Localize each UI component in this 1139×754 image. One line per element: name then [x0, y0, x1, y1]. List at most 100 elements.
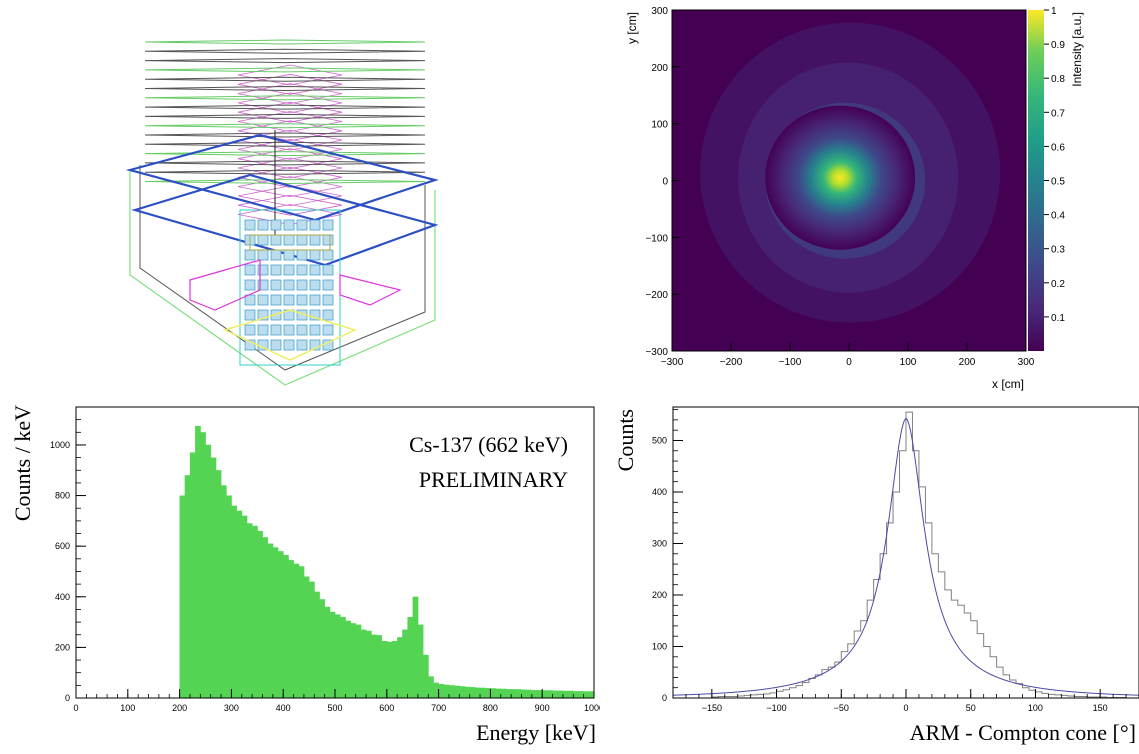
heatmap-y-axis-title: y [cm] [625, 12, 639, 44]
spectrum-bar [407, 616, 414, 699]
arm-y-tick-label: 0 [662, 693, 667, 703]
spectrum-bar [573, 691, 579, 699]
spectrum-bar [210, 457, 217, 699]
arm-y-tick-label: 300 [652, 538, 667, 548]
image-reconstruction-panel: −300 −200 −100 0 100 200 300 −300 −200 −100 0 100 20… [600, 0, 1139, 395]
colorbar-tick-label: 0.4 [1051, 211, 1065, 222]
spectrum-bar [552, 690, 559, 699]
spectrum-bar [495, 688, 502, 699]
spectrum-bar [542, 690, 548, 699]
spectrum-y-tick-label: 400 [55, 592, 70, 602]
outer-box-edge [129, 170, 436, 386]
arm-x-tick-label: 100 [1028, 703, 1043, 713]
spectrum-x-tick-label: 800 [483, 703, 498, 713]
colorbar-title: Intensity [a.u.] [1070, 12, 1084, 87]
spectrum-bar [215, 470, 222, 699]
colorbar-tick-label: 0.7 [1051, 108, 1065, 119]
spectrum-bar [231, 505, 237, 699]
spectrum-bar [283, 554, 289, 699]
spectrum-bar [469, 687, 476, 699]
spectrum-bar [257, 530, 263, 699]
spectrum-bar [246, 523, 253, 699]
spectrum-x-tick-label: 0 [73, 703, 78, 713]
tracker-layer [144, 123, 426, 129]
heatmap-x-tick-label: 100 [900, 357, 917, 368]
spectrum-bar [272, 547, 279, 699]
heatmap-chart: −300 −200 −100 0 100 200 300 −300 −200 −100 0 100 20… [625, 6, 1084, 391]
arm-fit-line [672, 417, 1139, 696]
heatmap-y-tick-label: −200 [645, 290, 668, 301]
spectrum-x-tick-label: 700 [431, 703, 446, 713]
tracker-layer [144, 141, 426, 147]
spectrum-bar [474, 687, 481, 699]
heatmap-x-axis-title: x [cm] [992, 377, 1024, 391]
colorbar [1028, 10, 1044, 351]
spectrum-bar [220, 485, 227, 699]
spectrum-bar [464, 686, 471, 699]
spectrum-bar [371, 634, 377, 699]
arm-histogram-line [673, 411, 1139, 699]
colorbar-tick-label: 0.3 [1051, 245, 1065, 256]
spectrum-bar [293, 563, 300, 699]
spectrum-bar [350, 623, 357, 699]
spectrum-bar [345, 620, 351, 699]
spectrum-bar [588, 691, 595, 699]
heatmap-y-tick-label: 100 [651, 120, 668, 131]
spectrum-y-tick-label: 200 [55, 642, 70, 652]
tracker-layer [144, 39, 426, 45]
heatmap-y-tick-label: −300 [645, 347, 668, 358]
spectrum-bar [195, 425, 201, 699]
spectrum-bar [526, 689, 533, 699]
spectrum-bar [252, 525, 258, 699]
spectrum-bar [583, 691, 590, 699]
tracker-layer [144, 104, 426, 110]
heatmap-x-tick-label: 300 [1018, 357, 1035, 368]
heatmap-x-tick-label: −300 [661, 357, 684, 368]
energy-spectrum-chart: 0 100 200 300 400 500 600 700 800 900 1000 0 200 400 6… [10, 405, 604, 745]
spectrum-bar [309, 581, 315, 699]
spectrum-bar [536, 690, 543, 699]
colorbar-tick-label: 0.1 [1051, 313, 1065, 324]
spectrum-bar [334, 614, 341, 699]
heatmap-peak [765, 105, 916, 250]
spectrum-x-tick-label: 400 [276, 703, 291, 713]
heatmap-y-tick-label: 0 [662, 177, 668, 188]
spectrum-annotation-source: Cs-137 (662 keV) [409, 432, 568, 457]
colorbar-tick-label: 0.8 [1051, 74, 1065, 85]
spectrum-bar [438, 683, 445, 699]
arm-x-tick-label: −150 [702, 703, 722, 713]
spectrum-bar [490, 688, 496, 699]
heatmap-x-tick-label: −100 [779, 357, 802, 368]
spectrum-x-axis-title: Energy [keV] [476, 720, 596, 745]
tracker-layer [144, 67, 426, 73]
spectrum-annotation-preliminary: PRELIMINARY [419, 467, 568, 492]
spectrum-bar [547, 690, 553, 699]
energy-spectrum-panel: 0 100 200 300 400 500 600 700 800 900 1000 0 200 400 6… [0, 395, 604, 749]
spectrum-bar [578, 691, 585, 699]
spectrum-bar [397, 637, 403, 699]
spectrum-bar [200, 432, 206, 699]
colorbar-tick-label: 0.2 [1051, 279, 1065, 290]
colorbar-tick-label: 0.9 [1051, 40, 1065, 51]
spectrum-bar [459, 686, 465, 699]
tracker-layer [144, 95, 426, 101]
spectrum-bar [355, 624, 362, 699]
spectrum-bar [241, 515, 248, 699]
arm-y-tick-label: 400 [652, 487, 667, 497]
spectrum-bar [329, 611, 336, 699]
spectrum-bar [236, 510, 243, 699]
tracker-layer [144, 58, 426, 64]
spectrum-bar [557, 690, 564, 699]
spectrum-bar [267, 543, 274, 699]
heatmap-intensity [700, 22, 1001, 323]
arm-chart: −150 −100 −50 0 50 100 150 0 100 200 300 400 500 ARM… [613, 406, 1139, 745]
spectrum-bar [433, 682, 440, 699]
arm-y-axis-title: Counts [613, 409, 638, 471]
tracker-layer [144, 132, 426, 138]
heatmap-x-tick-label: 0 [846, 357, 852, 368]
spectrum-bar [521, 689, 528, 699]
arm-y-tick-label: 200 [652, 590, 667, 600]
spectrum-x-tick-label: 1000 [584, 703, 600, 713]
spectrum-bar [505, 689, 512, 699]
spectrum-bar [485, 688, 491, 699]
